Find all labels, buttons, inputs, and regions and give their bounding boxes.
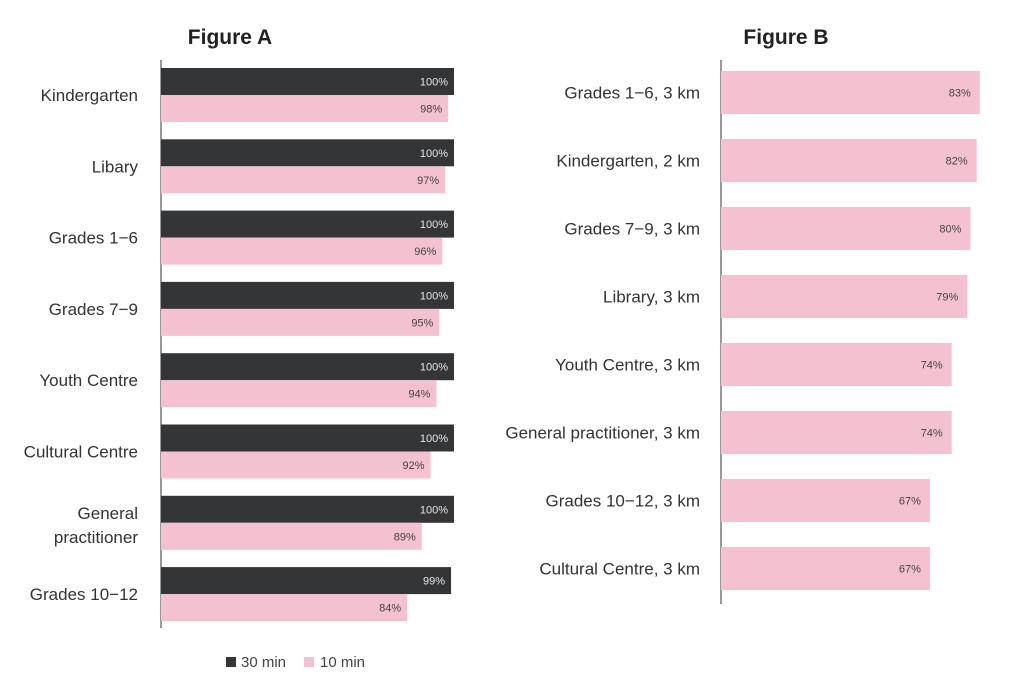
bar-a-grades-7-9-10-min	[161, 308, 440, 336]
bar-b-library-3-km	[721, 275, 968, 318]
value-label-b-general-practitioner-3-km: 74%	[921, 428, 943, 440]
value-label-b-library-3-km: 79%	[936, 292, 958, 304]
value-label-a-youth-centre-10-min: 94%	[408, 389, 430, 401]
category-label-a-kindergarten: Kindergarten	[41, 86, 138, 105]
category-label-a-general-practitioner: General practitioner	[54, 504, 138, 547]
figure-a-title: Figure A	[188, 26, 272, 49]
value-label-a-libary-30-min: 100%	[420, 148, 448, 160]
category-label-b-library-3-km: Library, 3 km	[603, 288, 700, 307]
bar-b-kindergarten-2-km	[721, 139, 977, 182]
value-label-b-youth-centre-3-km: 74%	[921, 360, 943, 372]
value-label-a-cultural-centre-30-min: 100%	[420, 433, 448, 445]
category-label-a-grades-7-9: Grades 7−9	[49, 300, 138, 319]
value-label-a-grades-10-12-10-min: 84%	[379, 603, 401, 615]
category-label-b-cultural-centre-3-km: Cultural Centre, 3 km	[539, 560, 700, 579]
value-label-b-cultural-centre-3-km: 67%	[899, 564, 921, 576]
bar-a-kindergarten-30-min	[161, 68, 454, 95]
category-label-b-grades-10-12-3-km: Grades 10−12, 3 km	[545, 492, 700, 511]
bar-a-cultural-centre-30-min	[161, 424, 454, 452]
value-label-b-kindergarten-2-km: 82%	[946, 156, 968, 168]
value-label-a-cultural-centre-10-min: 92%	[403, 460, 425, 472]
legend-label-10-min: 10 min	[320, 654, 365, 671]
value-label-a-grades-7-9-10-min: 95%	[411, 317, 433, 329]
value-label-b-grades-7-9-3-km: 80%	[939, 224, 961, 236]
bar-a-libary-30-min	[161, 139, 454, 167]
category-label-b-kindergarten-2-km: Kindergarten, 2 km	[556, 152, 700, 171]
category-label-a-grades-1-6: Grades 1−6	[49, 229, 138, 248]
legend-swatch-30-min	[226, 657, 236, 667]
bar-b-cultural-centre-3-km	[721, 547, 930, 590]
bar-a-general-practitioner-30-min	[161, 495, 454, 523]
bar-a-cultural-centre-10-min	[161, 451, 431, 479]
bar-b-youth-centre-3-km	[721, 343, 952, 386]
bar-b-grades-10-12-3-km	[721, 479, 930, 522]
bar-a-grades-1-6-10-min	[161, 237, 443, 265]
value-label-a-grades-7-9-30-min: 100%	[420, 290, 448, 302]
legend-swatch-10-min	[304, 657, 314, 667]
category-label-b-general-practitioner-3-km: General practitioner, 3 km	[505, 424, 700, 443]
category-label-a-youth-centre: Youth Centre	[39, 371, 138, 390]
category-label-a-cultural-centre: Cultural Centre	[24, 443, 138, 462]
value-label-a-kindergarten-30-min: 100%	[420, 77, 448, 89]
legend-label-30-min: 30 min	[241, 654, 286, 671]
value-label-a-grades-1-6-10-min: 96%	[414, 246, 436, 258]
bar-a-youth-centre-30-min	[161, 353, 454, 381]
value-label-a-grades-1-6-30-min: 100%	[420, 219, 448, 231]
bar-a-libary-10-min	[161, 166, 446, 194]
bar-a-grades-7-9-30-min	[161, 281, 454, 309]
value-label-a-libary-10-min: 97%	[417, 175, 439, 187]
bar-b-grades-7-9-3-km	[721, 207, 971, 250]
figure-a-bars: 100% 98% Kindergarten 100% 97% Libary 100% 96% G…	[24, 68, 454, 622]
value-label-b-grades-10-12-3-km: 67%	[899, 496, 921, 508]
figure-b-title: Figure B	[743, 26, 828, 49]
bar-b-general-practitioner-3-km	[721, 411, 952, 454]
bar-a-grades-10-12-10-min	[161, 594, 408, 622]
bar-a-grades-10-12-30-min	[161, 567, 452, 595]
value-label-a-grades-10-12-30-min: 99%	[423, 576, 445, 588]
legend: 30 min 10 min	[226, 654, 365, 671]
category-label-b-grades-1-6-3-km: Grades 1−6, 3 km	[564, 84, 700, 103]
bar-b-grades-1-6-3-km	[721, 71, 980, 114]
value-label-a-general-practitioner-30-min: 100%	[420, 504, 448, 516]
bar-a-general-practitioner-10-min	[161, 522, 422, 550]
category-label-b-youth-centre-3-km: Youth Centre, 3 km	[555, 356, 700, 375]
bar-a-grades-1-6-30-min	[161, 210, 454, 238]
value-label-a-youth-centre-30-min: 100%	[420, 362, 448, 374]
value-label-b-grades-1-6-3-km: 83%	[949, 88, 971, 100]
value-label-a-kindergarten-10-min: 98%	[420, 104, 442, 116]
category-label-a-grades-10-12: Grades 10−12	[30, 585, 138, 604]
bar-a-kindergarten-10-min	[161, 95, 449, 122]
category-label-a-libary: Libary	[92, 157, 139, 176]
category-label-b-grades-7-9-3-km: Grades 7−9, 3 km	[564, 220, 700, 239]
value-label-a-general-practitioner-10-min: 89%	[394, 531, 416, 543]
figure-b-bars: 83% Grades 1−6, 3 km 82% Kindergarten, 2 km…	[505, 71, 980, 590]
bar-a-youth-centre-10-min	[161, 380, 437, 408]
